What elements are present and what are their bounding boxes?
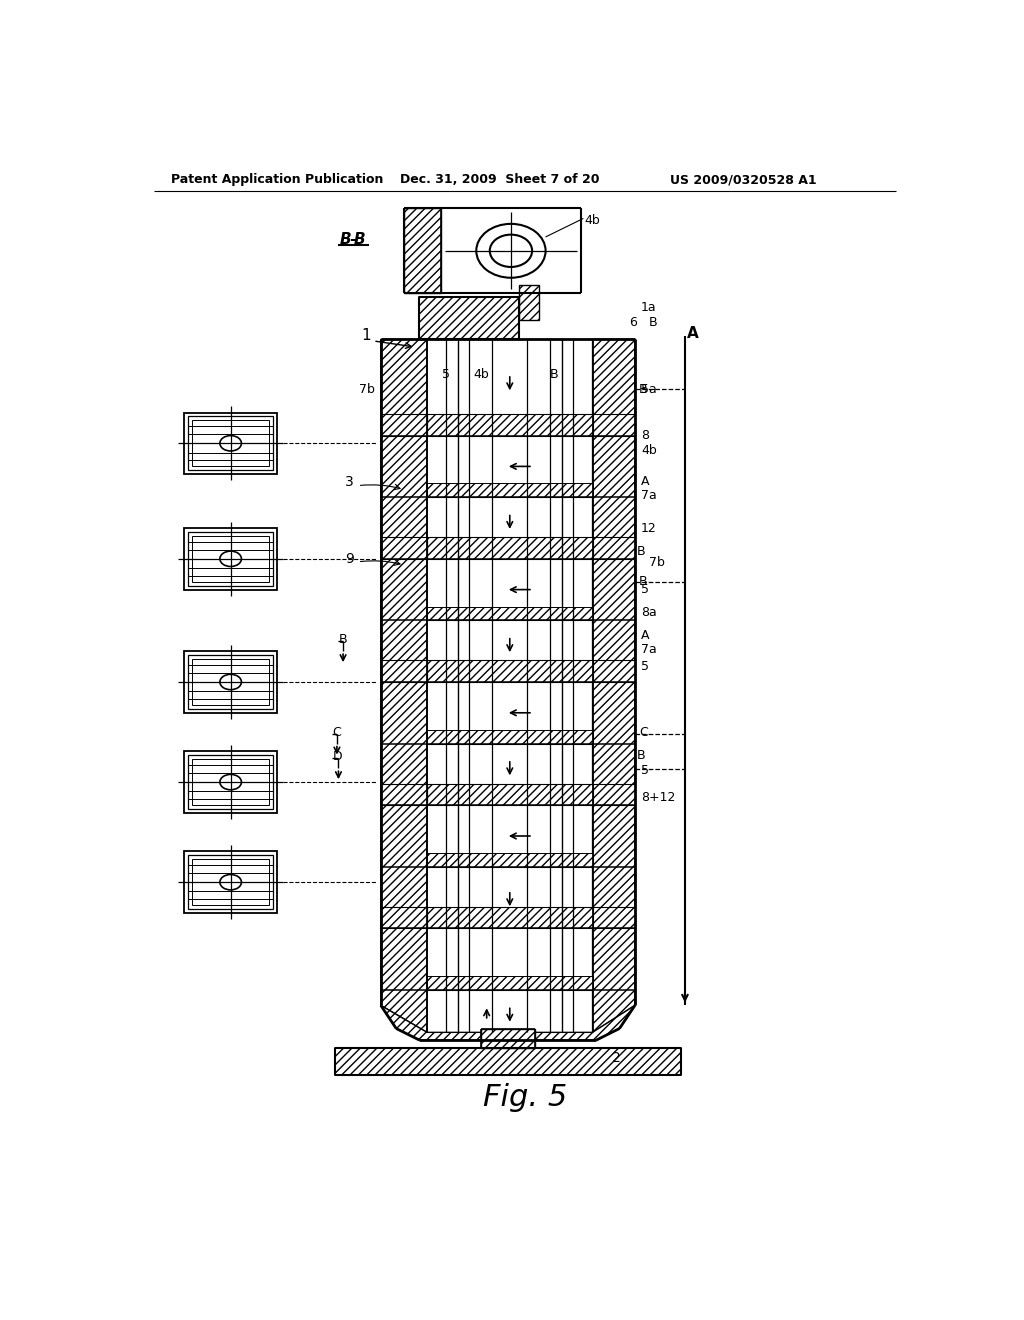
Polygon shape <box>188 655 273 709</box>
Text: Fig. 5: Fig. 5 <box>482 1084 567 1113</box>
Polygon shape <box>381 537 427 558</box>
Polygon shape <box>184 528 276 590</box>
Polygon shape <box>419 297 519 339</box>
Polygon shape <box>427 784 593 805</box>
Text: D: D <box>333 750 342 763</box>
Text: 4b: 4b <box>641 445 656 458</box>
Polygon shape <box>335 1048 681 1074</box>
Polygon shape <box>427 853 593 867</box>
Ellipse shape <box>220 675 242 689</box>
Polygon shape <box>381 784 427 805</box>
Polygon shape <box>193 420 269 466</box>
Polygon shape <box>593 907 635 928</box>
Polygon shape <box>427 483 593 498</box>
Polygon shape <box>593 414 635 436</box>
Polygon shape <box>427 414 593 436</box>
Polygon shape <box>188 855 273 909</box>
Polygon shape <box>427 660 593 682</box>
Polygon shape <box>593 784 635 805</box>
Text: Dec. 31, 2009  Sheet 7 of 20: Dec. 31, 2009 Sheet 7 of 20 <box>400 173 600 186</box>
Ellipse shape <box>220 874 242 890</box>
Polygon shape <box>184 651 276 713</box>
Text: 7a: 7a <box>641 490 656 502</box>
Polygon shape <box>481 1028 535 1048</box>
Polygon shape <box>593 339 635 1032</box>
Text: B: B <box>550 367 559 380</box>
Polygon shape <box>188 532 273 586</box>
Text: B: B <box>639 576 647 589</box>
Text: 12: 12 <box>641 521 656 535</box>
Text: 6: 6 <box>630 315 637 329</box>
Polygon shape <box>193 759 269 805</box>
Polygon shape <box>188 755 273 809</box>
Polygon shape <box>427 607 593 620</box>
Text: Patent Application Publication: Patent Application Publication <box>171 173 383 186</box>
Text: 8+12: 8+12 <box>641 791 676 804</box>
Text: B: B <box>637 545 646 557</box>
Polygon shape <box>381 1006 635 1040</box>
Polygon shape <box>184 751 276 813</box>
Text: B: B <box>339 634 347 647</box>
Text: 5a: 5a <box>641 383 656 396</box>
Polygon shape <box>593 537 635 558</box>
Text: 4b: 4b <box>473 367 489 380</box>
Polygon shape <box>381 339 427 1032</box>
Text: -: - <box>349 232 355 247</box>
Ellipse shape <box>220 552 242 566</box>
Ellipse shape <box>220 436 242 451</box>
Text: 2: 2 <box>611 1051 621 1065</box>
Polygon shape <box>381 414 427 436</box>
Polygon shape <box>381 660 427 682</box>
Text: 1a: 1a <box>641 301 656 314</box>
Polygon shape <box>193 659 269 705</box>
Ellipse shape <box>220 775 242 789</box>
Text: 5: 5 <box>641 660 649 673</box>
Text: C: C <box>333 726 341 739</box>
Text: 5: 5 <box>641 764 649 777</box>
Text: 5: 5 <box>442 367 451 380</box>
Text: 7b: 7b <box>358 383 375 396</box>
Polygon shape <box>184 851 276 913</box>
Text: 4b: 4b <box>585 214 601 227</box>
Text: C: C <box>639 726 647 739</box>
Text: 5: 5 <box>641 583 649 597</box>
Text: 7b: 7b <box>649 556 665 569</box>
Polygon shape <box>427 730 593 743</box>
Polygon shape <box>427 537 593 558</box>
Text: 9: 9 <box>345 552 354 566</box>
Polygon shape <box>381 907 427 928</box>
Polygon shape <box>193 536 269 582</box>
Text: 7a: 7a <box>641 643 656 656</box>
Text: 1: 1 <box>361 327 371 343</box>
Text: 8: 8 <box>641 429 649 442</box>
Polygon shape <box>188 416 273 470</box>
Text: 3: 3 <box>345 475 354 488</box>
Text: B: B <box>340 232 351 247</box>
Polygon shape <box>403 209 441 293</box>
Text: A: A <box>687 326 699 341</box>
Text: B: B <box>639 383 647 396</box>
Polygon shape <box>593 660 635 682</box>
Polygon shape <box>519 285 539 321</box>
Text: B: B <box>354 232 366 247</box>
Text: A: A <box>641 475 649 488</box>
Text: B: B <box>637 748 646 762</box>
Text: B: B <box>649 315 657 329</box>
Text: 8a: 8a <box>641 606 656 619</box>
Text: US 2009/0320528 A1: US 2009/0320528 A1 <box>670 173 816 186</box>
Polygon shape <box>427 907 593 928</box>
Text: A: A <box>641 630 649 643</box>
Polygon shape <box>427 977 593 990</box>
Polygon shape <box>184 412 276 474</box>
Polygon shape <box>193 859 269 906</box>
